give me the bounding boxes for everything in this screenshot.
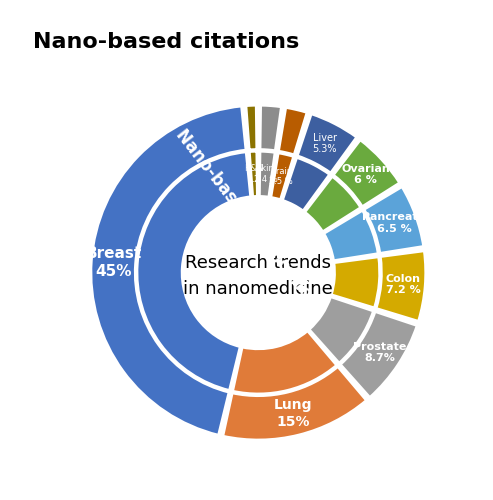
- Wedge shape: [279, 108, 307, 155]
- Wedge shape: [333, 140, 400, 206]
- Text: Breast
45%: Breast 45%: [85, 246, 141, 278]
- Text: Pancreatic
6.5 %: Pancreatic 6.5 %: [362, 212, 428, 234]
- Wedge shape: [331, 257, 380, 308]
- Text: in nanomedicine: in nanomedicine: [183, 280, 333, 298]
- Wedge shape: [324, 210, 378, 260]
- Wedge shape: [233, 330, 337, 394]
- Circle shape: [184, 198, 333, 347]
- Wedge shape: [137, 152, 250, 390]
- Wedge shape: [340, 312, 417, 398]
- Text: Colon
7.2 %: Colon 7.2 %: [386, 274, 421, 295]
- Wedge shape: [271, 153, 294, 200]
- Wedge shape: [376, 251, 426, 322]
- Wedge shape: [260, 105, 282, 150]
- Text: Liver
5.3%: Liver 5.3%: [313, 132, 337, 154]
- Text: Research trends: Research trends: [185, 254, 331, 272]
- Wedge shape: [305, 176, 361, 232]
- Text: Ovarian
6 %: Ovarian 6 %: [341, 164, 390, 186]
- Text: Nano-based publications: Nano-based publications: [172, 126, 328, 319]
- Text: Brain
2.5 %: Brain 2.5 %: [269, 166, 293, 186]
- Text: H&N
1.3: H&N 1.3: [245, 164, 264, 184]
- Wedge shape: [223, 366, 366, 440]
- Text: Lung
15%: Lung 15%: [274, 398, 313, 428]
- Wedge shape: [91, 106, 246, 435]
- Wedge shape: [246, 105, 257, 150]
- Wedge shape: [364, 186, 423, 254]
- Wedge shape: [309, 296, 374, 363]
- Wedge shape: [297, 114, 357, 173]
- Text: Nano-based citations: Nano-based citations: [33, 32, 299, 52]
- Wedge shape: [282, 158, 330, 211]
- Text: Prostate
8.7%: Prostate 8.7%: [353, 342, 406, 363]
- Wedge shape: [259, 151, 275, 197]
- Text: Skin
2.4 %: Skin 2.4 %: [254, 164, 278, 184]
- Wedge shape: [249, 151, 257, 196]
